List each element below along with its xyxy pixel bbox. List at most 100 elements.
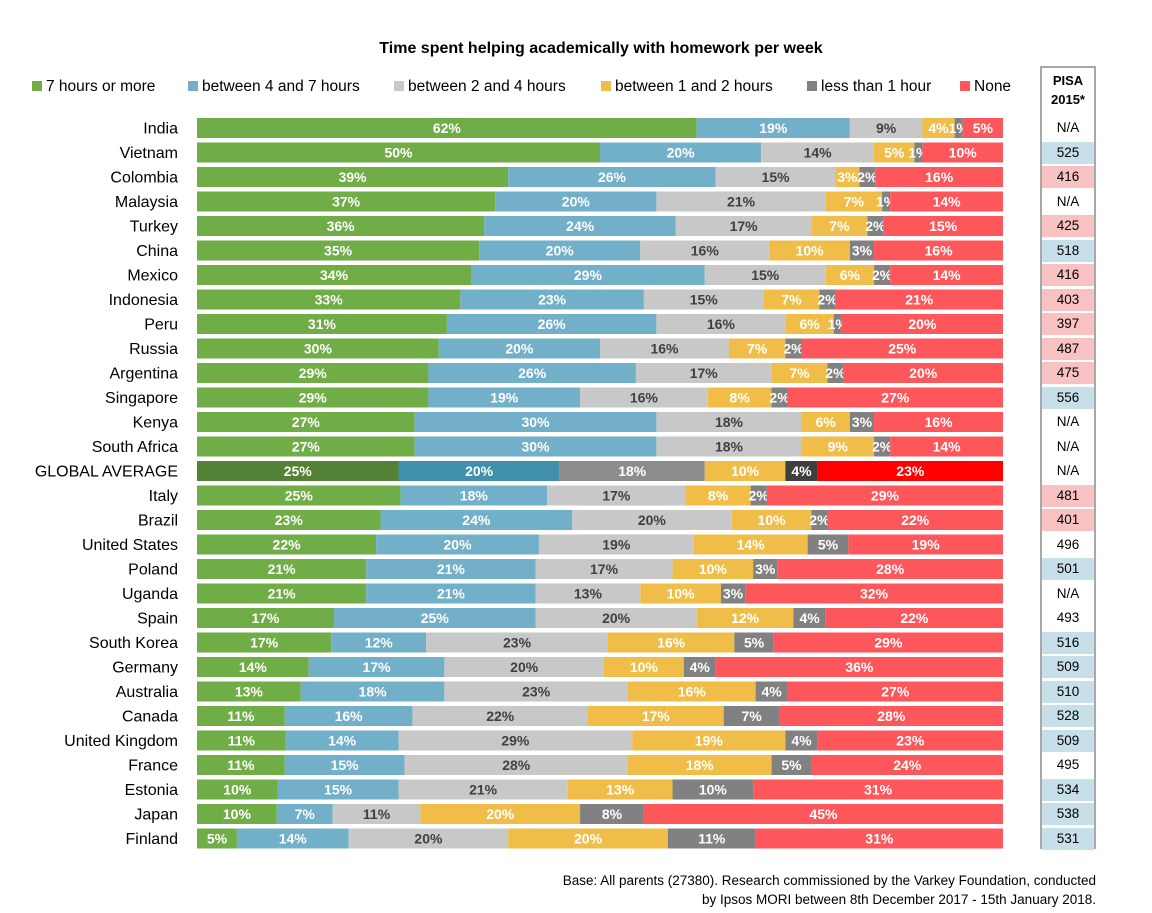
bar-segment-7-hours-or-more <box>197 289 461 310</box>
bar-segment-between-1-and-2-hours <box>693 534 808 555</box>
data-label: 14% <box>804 145 833 161</box>
data-label: 20% <box>574 831 603 847</box>
bar-segment-between-1-and-2-hours <box>769 240 850 261</box>
pisa-score: N/A <box>1042 411 1094 433</box>
data-label: 21% <box>268 586 297 602</box>
bar-segment-less-than-1-hour <box>874 436 891 457</box>
bar-segment-between-4-and-7-hours <box>414 436 657 457</box>
data-label: 25% <box>284 463 313 479</box>
bar-segment-between-4-and-7-hours <box>508 167 716 187</box>
legend-swatch <box>960 81 970 91</box>
bar-row-australia: Australia 13% 18% 23% 16% 4% 27% <box>116 681 1003 702</box>
bar-segment-7-hours-or-more <box>197 191 496 212</box>
pisa-score: 518 <box>1042 239 1094 262</box>
bar-segment-less-than-1-hour <box>771 387 788 408</box>
footnote-line2: by Ipsos MORI between 8th December 2017 … <box>702 892 1096 907</box>
data-label: 10% <box>223 806 252 822</box>
data-label: 4% <box>761 684 782 700</box>
data-label: 31% <box>308 316 337 332</box>
bar-row-brazil: Brazil 23% 24% 20% 10% 2% 22% <box>138 510 1003 530</box>
bar-segment-between-2-and-4-hours <box>535 559 673 579</box>
data-label: 21% <box>437 586 466 602</box>
data-label: 18% <box>460 488 489 504</box>
legend-swatch <box>188 81 198 91</box>
bar-segment-between-1-and-2-hours <box>728 338 786 359</box>
data-label: 14% <box>328 733 357 749</box>
data-label: 7% <box>295 806 316 822</box>
data-label: 10% <box>949 145 978 161</box>
data-label: 36% <box>327 218 356 234</box>
data-label: 5% <box>818 537 839 553</box>
pisa-score: 403 <box>1042 288 1094 311</box>
bar-segment-between-2-and-4-hours <box>535 583 641 604</box>
bar-segment-none <box>848 534 1003 555</box>
bar-segment-7-hours-or-more <box>197 828 237 849</box>
category-label: United States <box>82 537 178 554</box>
legend-label: 7 hours or more <box>46 78 156 95</box>
category-label: Canada <box>122 709 178 726</box>
data-label: 7% <box>844 194 865 210</box>
data-label: 4% <box>799 610 820 626</box>
bar-segment-less-than-1-hour <box>914 142 923 163</box>
bar-segment-less-than-1-hour <box>882 191 891 212</box>
bar-segment-none <box>962 118 1003 138</box>
bar-segment-none <box>817 461 1003 481</box>
bar-segment-between-1-and-2-hours <box>922 118 955 138</box>
bar-row-uganda: Uganda 21% 21% 13% 10% 3% 32% <box>122 583 1003 604</box>
bar-segment-between-2-and-4-hours <box>404 755 628 775</box>
bar-segment-none <box>841 314 1003 334</box>
data-label: 21% <box>727 194 756 210</box>
bar-segment-between-4-and-7-hours <box>277 779 399 800</box>
data-label: 10% <box>630 659 659 675</box>
bar-segment-7-hours-or-more <box>197 583 367 604</box>
bar-segment-between-1-and-2-hours <box>763 289 820 310</box>
bar-segment-between-2-and-4-hours <box>656 314 786 334</box>
bar-segment-between-4-and-7-hours <box>398 461 560 481</box>
bar-segment-between-2-and-4-hours <box>640 240 770 261</box>
data-label: 32% <box>860 586 889 602</box>
data-label: 7% <box>747 341 768 357</box>
bar-segment-between-1-and-2-hours <box>685 485 751 506</box>
data-label: 7% <box>829 218 850 234</box>
pisa-score: N/A <box>1042 117 1094 139</box>
footnote-line1: Base: All parents (27380). Research comm… <box>562 873 1096 888</box>
bar-segment-none <box>777 559 1003 579</box>
data-label: 20% <box>505 341 534 357</box>
bar-segment-less-than-1-hour <box>807 534 849 555</box>
data-label: 5% <box>781 757 802 773</box>
data-label: 29% <box>574 267 603 283</box>
data-label: 23% <box>275 512 304 528</box>
pisa-score: 487 <box>1042 337 1094 360</box>
pisa-score: 495 <box>1042 754 1094 776</box>
pisa-score: 496 <box>1042 533 1094 556</box>
bar-row-argentina: Argentina 29% 26% 17% 7% 2% 20% <box>110 363 1003 383</box>
data-label: 6% <box>816 414 837 430</box>
bar-segment-between-1-and-2-hours <box>627 681 756 702</box>
bar-segment-between-2-and-4-hours <box>426 632 608 653</box>
data-label: 20% <box>546 243 575 259</box>
data-label: 11% <box>227 757 255 773</box>
footnote: Base: All parents (27380). Research comm… <box>563 871 1096 909</box>
data-label: 17% <box>250 635 279 651</box>
bar-segment-between-1-and-2-hours <box>811 216 868 236</box>
bar-row-south-korea: South Korea 17% 12% 23% 16% 5% 29% <box>89 632 1003 653</box>
bar-segment-less-than-1-hour <box>753 559 778 579</box>
bar-segment-between-4-and-7-hours <box>331 632 427 653</box>
bar-segment-7-hours-or-more <box>197 240 480 261</box>
pisa-header-line1: PISA <box>1052 73 1084 88</box>
bar-segment-7-hours-or-more <box>197 779 278 800</box>
data-label: 35% <box>324 243 353 259</box>
data-label: 37% <box>332 194 361 210</box>
data-label: 31% <box>864 782 893 798</box>
category-label: Estonia <box>125 782 178 799</box>
data-label: 2% <box>749 488 770 504</box>
data-label: 27% <box>292 414 321 430</box>
data-label: 2% <box>825 365 846 381</box>
data-label: 20% <box>486 806 515 822</box>
category-label: Malaysia <box>115 194 178 211</box>
data-label: 23% <box>538 292 567 308</box>
legend-item-none: None <box>960 77 1011 97</box>
bar-segment-none <box>787 681 1003 702</box>
pisa-score: 425 <box>1042 215 1094 237</box>
